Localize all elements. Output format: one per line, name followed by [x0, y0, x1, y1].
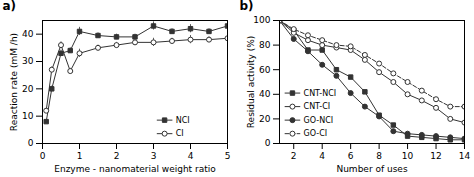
svg-text:10: 10	[402, 151, 414, 161]
svg-text:GO-CI: GO-CI	[304, 129, 328, 138]
svg-text:4: 4	[319, 151, 325, 161]
svg-text:3: 3	[151, 151, 157, 161]
svg-text:12: 12	[430, 151, 441, 161]
svg-text:2: 2	[291, 151, 297, 161]
svg-text:Reaction rate (mM /h): Reaction rate (mM /h)	[9, 33, 19, 131]
svg-text:30: 30	[22, 56, 34, 66]
svg-text:a): a)	[3, 0, 17, 13]
svg-text:Enzyme - nanomaterial weight r: Enzyme - nanomaterial weight ratio	[54, 164, 216, 174]
svg-text:14: 14	[459, 151, 471, 161]
svg-text:1: 1	[77, 151, 83, 161]
svg-text:6: 6	[348, 151, 354, 161]
svg-text:b): b)	[240, 0, 254, 13]
svg-text:Residual activity (%): Residual activity (%)	[246, 36, 256, 128]
svg-text:4: 4	[188, 151, 194, 161]
svg-text:Number of uses: Number of uses	[336, 164, 407, 174]
svg-text:NCI: NCI	[176, 116, 190, 125]
svg-text:CI: CI	[176, 129, 184, 138]
svg-text:8: 8	[376, 151, 382, 161]
svg-text:10: 10	[22, 111, 34, 121]
svg-text:20: 20	[259, 114, 271, 124]
svg-text:5: 5	[225, 151, 231, 161]
svg-text:100: 100	[253, 15, 270, 25]
svg-text:40: 40	[22, 29, 34, 39]
svg-text:20: 20	[22, 84, 34, 94]
svg-text:CNT-NCI: CNT-NCI	[304, 89, 337, 98]
svg-text:0: 0	[265, 138, 271, 148]
svg-text:2: 2	[114, 151, 120, 161]
svg-text:0: 0	[28, 138, 34, 148]
svg-text:60: 60	[259, 65, 271, 75]
svg-text:CNT-CI: CNT-CI	[304, 102, 331, 111]
svg-text:40: 40	[259, 89, 271, 99]
svg-text:0: 0	[40, 151, 46, 161]
svg-text:GO-NCI: GO-NCI	[304, 116, 334, 125]
svg-text:80: 80	[259, 40, 271, 50]
